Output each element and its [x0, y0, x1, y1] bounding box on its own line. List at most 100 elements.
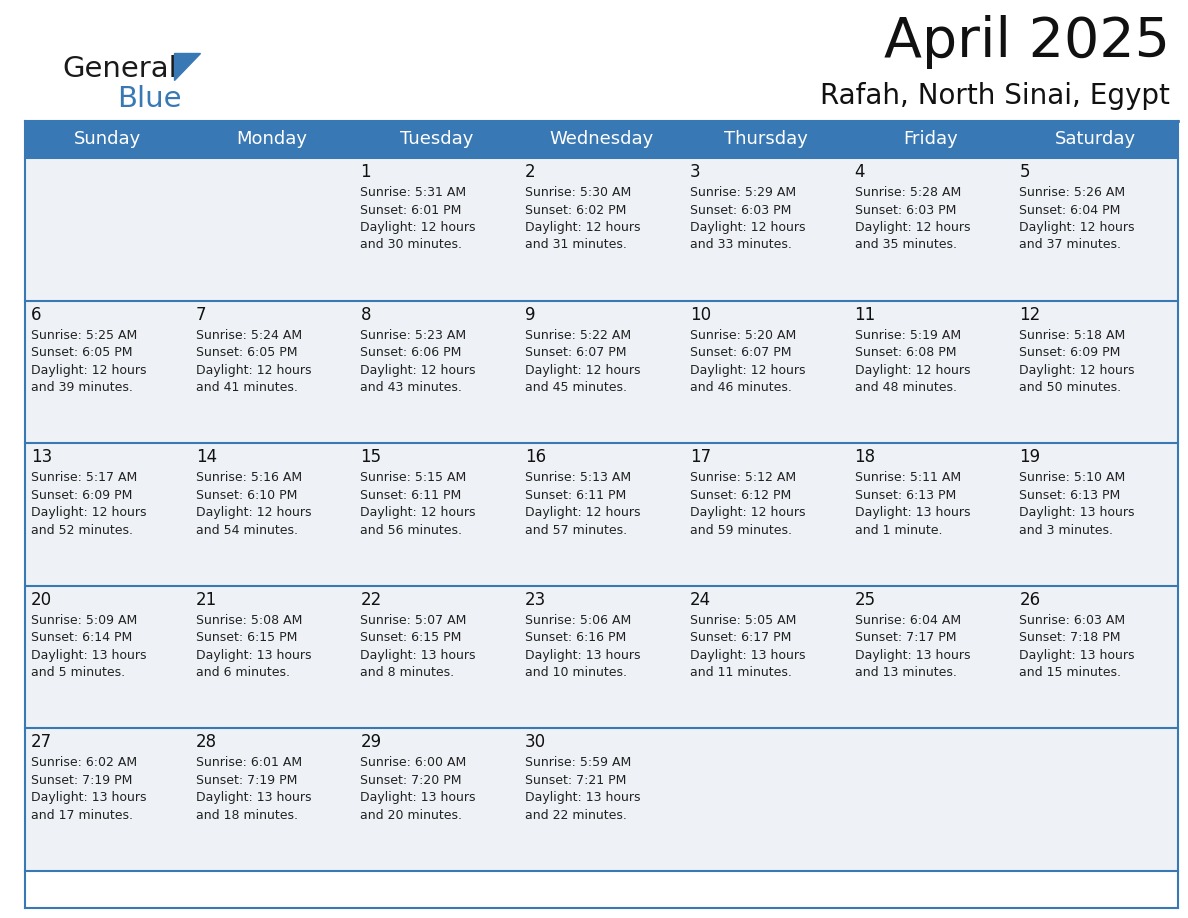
Text: Sunrise: 6:03 AM: Sunrise: 6:03 AM [1019, 614, 1125, 627]
Text: 18: 18 [854, 448, 876, 466]
Text: 19: 19 [1019, 448, 1041, 466]
Text: 16: 16 [525, 448, 546, 466]
Text: 13: 13 [31, 448, 52, 466]
Text: Sunrise: 5:26 AM: Sunrise: 5:26 AM [1019, 186, 1125, 199]
Text: Sunset: 6:07 PM: Sunset: 6:07 PM [525, 346, 626, 359]
Text: Sunrise: 5:28 AM: Sunrise: 5:28 AM [854, 186, 961, 199]
Text: Sunrise: 6:01 AM: Sunrise: 6:01 AM [196, 756, 302, 769]
Text: Monday: Monday [236, 130, 308, 149]
Text: Sunrise: 5:19 AM: Sunrise: 5:19 AM [854, 329, 961, 341]
Text: Sunrise: 5:31 AM: Sunrise: 5:31 AM [360, 186, 467, 199]
Bar [354, 728, 519, 871]
Text: Daylight: 13 hours: Daylight: 13 hours [525, 791, 640, 804]
Text: Sunset: 6:09 PM: Sunset: 6:09 PM [31, 488, 132, 502]
Text: and 18 minutes.: and 18 minutes. [196, 809, 298, 822]
Text: and 56 minutes.: and 56 minutes. [360, 523, 462, 537]
Text: Sunset: 6:08 PM: Sunset: 6:08 PM [854, 346, 956, 359]
Text: Sunset: 6:03 PM: Sunset: 6:03 PM [854, 204, 956, 217]
Text: Tuesday: Tuesday [400, 130, 474, 149]
Text: Sunrise: 5:07 AM: Sunrise: 5:07 AM [360, 614, 467, 627]
Bar [354, 300, 519, 443]
Text: Sunset: 6:17 PM: Sunset: 6:17 PM [690, 632, 791, 644]
Text: Thursday: Thursday [725, 130, 808, 149]
Text: April 2025: April 2025 [884, 15, 1170, 69]
Text: and 15 minutes.: and 15 minutes. [1019, 666, 1121, 679]
Text: and 1 minute.: and 1 minute. [854, 523, 942, 537]
Text: Daylight: 12 hours: Daylight: 12 hours [1019, 221, 1135, 234]
Text: 10: 10 [690, 306, 710, 324]
Text: and 59 minutes.: and 59 minutes. [690, 523, 792, 537]
Text: Sunrise: 5:29 AM: Sunrise: 5:29 AM [690, 186, 796, 199]
Text: Sunset: 7:17 PM: Sunset: 7:17 PM [854, 632, 956, 644]
Text: and 54 minutes.: and 54 minutes. [196, 523, 298, 537]
Bar [519, 586, 684, 728]
Text: and 52 minutes.: and 52 minutes. [31, 523, 133, 537]
Text: 8: 8 [360, 306, 371, 324]
Text: 22: 22 [360, 591, 381, 609]
Bar [848, 443, 1013, 586]
Text: Daylight: 12 hours: Daylight: 12 hours [31, 506, 146, 520]
Text: and 35 minutes.: and 35 minutes. [854, 239, 956, 252]
Text: Sunset: 6:03 PM: Sunset: 6:03 PM [690, 204, 791, 217]
Text: Daylight: 12 hours: Daylight: 12 hours [525, 221, 640, 234]
Text: Sunset: 6:12 PM: Sunset: 6:12 PM [690, 488, 791, 502]
Text: Sunset: 6:02 PM: Sunset: 6:02 PM [525, 204, 626, 217]
Text: 25: 25 [854, 591, 876, 609]
Text: Sunset: 7:19 PM: Sunset: 7:19 PM [31, 774, 132, 787]
Text: and 6 minutes.: and 6 minutes. [196, 666, 290, 679]
Text: Sunset: 6:05 PM: Sunset: 6:05 PM [196, 346, 297, 359]
Text: and 48 minutes.: and 48 minutes. [854, 381, 956, 394]
Text: Sunset: 6:11 PM: Sunset: 6:11 PM [525, 488, 626, 502]
Text: 23: 23 [525, 591, 546, 609]
Bar [1013, 443, 1178, 586]
Text: Sunrise: 5:18 AM: Sunrise: 5:18 AM [1019, 329, 1125, 341]
Text: Daylight: 13 hours: Daylight: 13 hours [525, 649, 640, 662]
Text: Sunrise: 6:00 AM: Sunrise: 6:00 AM [360, 756, 467, 769]
Text: and 37 minutes.: and 37 minutes. [1019, 239, 1121, 252]
Bar [25, 443, 190, 586]
Bar [25, 728, 190, 871]
Text: Sunrise: 5:24 AM: Sunrise: 5:24 AM [196, 329, 302, 341]
Bar [25, 158, 190, 300]
Text: Sunset: 6:04 PM: Sunset: 6:04 PM [1019, 204, 1120, 217]
Text: and 41 minutes.: and 41 minutes. [196, 381, 297, 394]
Bar [1013, 586, 1178, 728]
Text: Sunrise: 5:17 AM: Sunrise: 5:17 AM [31, 471, 138, 484]
Bar [519, 300, 684, 443]
Bar [519, 728, 684, 871]
Text: and 20 minutes.: and 20 minutes. [360, 809, 462, 822]
Text: Daylight: 12 hours: Daylight: 12 hours [525, 364, 640, 376]
Text: Sunset: 6:13 PM: Sunset: 6:13 PM [1019, 488, 1120, 502]
Text: Sunrise: 5:59 AM: Sunrise: 5:59 AM [525, 756, 631, 769]
Text: Sunset: 6:05 PM: Sunset: 6:05 PM [31, 346, 133, 359]
Bar [1013, 158, 1178, 300]
Text: Daylight: 13 hours: Daylight: 13 hours [360, 791, 476, 804]
Text: Sunset: 6:06 PM: Sunset: 6:06 PM [360, 346, 462, 359]
Bar [684, 158, 848, 300]
Text: Sunrise: 5:20 AM: Sunrise: 5:20 AM [690, 329, 796, 341]
Text: 28: 28 [196, 733, 217, 752]
Bar [684, 728, 848, 871]
Text: Sunset: 7:19 PM: Sunset: 7:19 PM [196, 774, 297, 787]
Bar [848, 158, 1013, 300]
Text: Daylight: 12 hours: Daylight: 12 hours [196, 364, 311, 376]
Text: Sunrise: 5:11 AM: Sunrise: 5:11 AM [854, 471, 961, 484]
Text: Sunrise: 6:02 AM: Sunrise: 6:02 AM [31, 756, 137, 769]
Bar [519, 158, 684, 300]
Text: Daylight: 13 hours: Daylight: 13 hours [196, 791, 311, 804]
Bar [848, 586, 1013, 728]
Text: and 22 minutes.: and 22 minutes. [525, 809, 627, 822]
Text: 11: 11 [854, 306, 876, 324]
Text: and 10 minutes.: and 10 minutes. [525, 666, 627, 679]
Text: Sunrise: 5:13 AM: Sunrise: 5:13 AM [525, 471, 631, 484]
Text: Sunset: 6:07 PM: Sunset: 6:07 PM [690, 346, 791, 359]
Text: and 46 minutes.: and 46 minutes. [690, 381, 791, 394]
Text: and 39 minutes.: and 39 minutes. [31, 381, 133, 394]
Bar [354, 586, 519, 728]
Text: Sunrise: 5:16 AM: Sunrise: 5:16 AM [196, 471, 302, 484]
Text: Sunset: 6:15 PM: Sunset: 6:15 PM [360, 632, 462, 644]
Text: General: General [62, 55, 177, 83]
Text: and 33 minutes.: and 33 minutes. [690, 239, 791, 252]
Text: and 17 minutes.: and 17 minutes. [31, 809, 133, 822]
Text: and 11 minutes.: and 11 minutes. [690, 666, 791, 679]
